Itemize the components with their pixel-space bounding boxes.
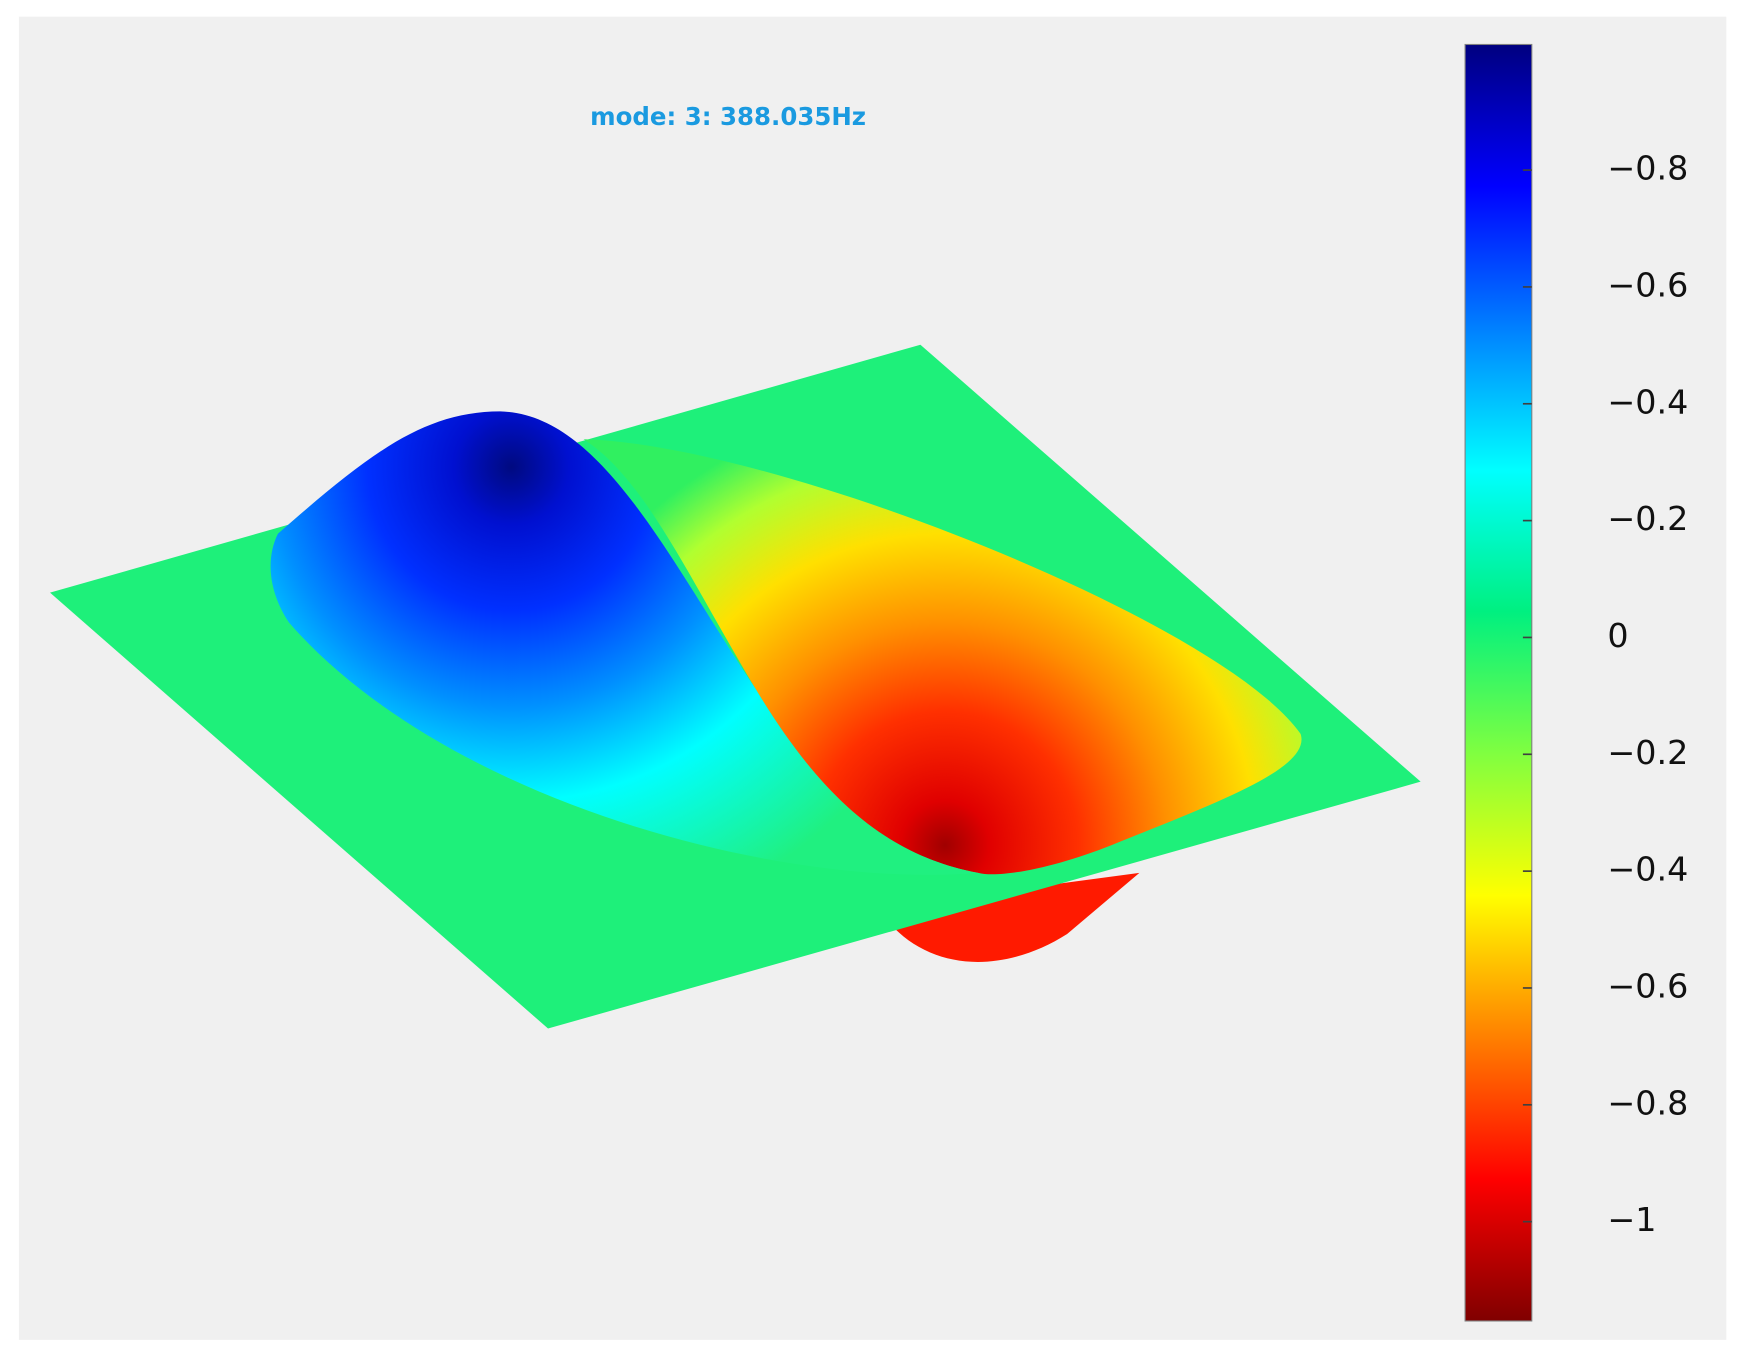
colorbar-tick-label: −0.6 [1607, 265, 1688, 304]
colorbar-tick-label: −0.2 [1607, 499, 1688, 538]
surface-negative-lobe [583, 439, 1302, 875]
colorbar-tick-label: −1 [1607, 1200, 1656, 1239]
colorbar-tick-label: −0.8 [1607, 1083, 1688, 1122]
colorbar-tick-label: −0.4 [1607, 850, 1688, 889]
colorbar-tick-label: −0.8 [1607, 149, 1688, 188]
colorbar-tick-label: −0.2 [1607, 733, 1688, 772]
surface-underside [889, 872, 1140, 962]
surface-positive-lobe [270, 411, 979, 875]
chart-title: mode: 3: 388.035Hz [590, 102, 866, 131]
surface [50, 344, 1421, 1029]
colorbar-tick-label: −0.4 [1607, 382, 1688, 421]
colorbar-tick-label: −0.6 [1607, 966, 1688, 1005]
colorbar [1464, 43, 1533, 1322]
colorbar-tick-label: 0 [1607, 616, 1628, 655]
